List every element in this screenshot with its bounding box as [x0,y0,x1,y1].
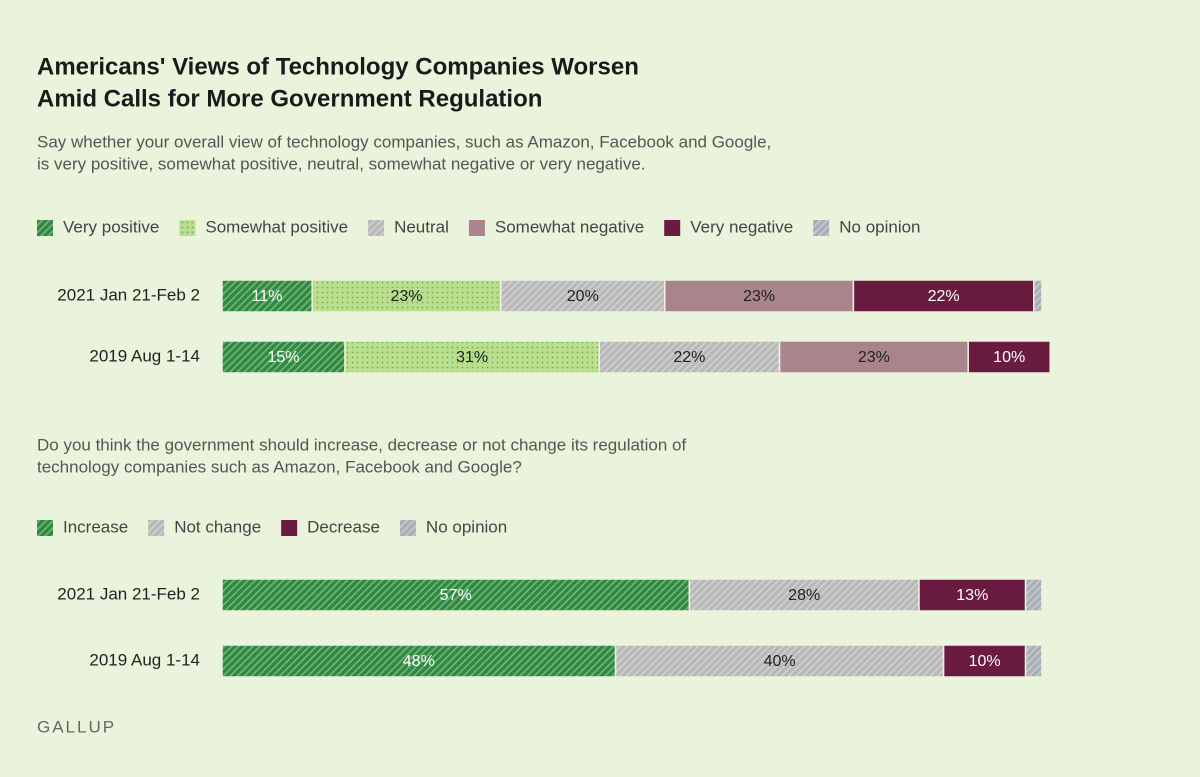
legend-label: No opinion [839,217,920,236]
value-label: 11% [252,288,283,305]
category-label: 2021 Jan 21-Feb 2 [57,584,200,603]
bar-segment [918,578,1027,612]
bar-segment [1024,578,1043,612]
bar-segment [942,644,1027,678]
value-label: 22% [928,288,960,305]
subtitle: technology companies such as Amazon, Fac… [37,457,522,476]
bar-segment [221,279,313,313]
bar-segment [1033,279,1043,313]
category-label: 2021 Jan 21-Feb 2 [57,285,200,304]
bar-segment [221,340,346,374]
bar-segment [344,340,600,374]
legend-label: Somewhat negative [495,217,644,236]
value-label: 23% [390,288,422,305]
bar-segment [688,578,920,612]
value-label: 48% [403,653,435,670]
bar-segment [500,279,666,313]
value-label: 15% [267,349,299,366]
chart-title: Amid Calls for More Government Regulatio… [37,85,542,112]
bar-segment [1024,644,1043,678]
bar-segment [967,340,1051,374]
value-label: 28% [788,587,820,604]
subtitle: Do you think the government should incre… [37,435,687,454]
value-label: 22% [673,349,705,366]
legend-swatch [148,520,165,536]
value-label: 10% [993,349,1025,366]
legend-swatch [399,520,416,536]
legend-label: Very positive [63,217,159,236]
legend-swatch [813,220,830,236]
legend-swatch [37,220,53,236]
legend-swatch [37,520,53,536]
source: GALLUP [37,717,116,736]
legend-label: Somewhat positive [205,217,348,236]
bar-segment [852,279,1035,313]
value-label: 10% [969,653,1001,670]
value-label: 40% [764,653,796,670]
legend-swatch [179,220,196,236]
legend-label: Neutral [394,217,449,236]
legend-swatch [368,220,385,236]
bar-segment [221,644,617,678]
subtitle: Say whether your overall view of technol… [37,132,771,151]
value-label: 31% [456,349,488,366]
legend-label: Not change [174,517,261,536]
subtitle: is very positive, somewhat positive, neu… [37,154,646,173]
value-label: 20% [567,288,599,305]
value-label: 57% [440,587,472,604]
legend-swatch [664,220,681,236]
legend-label: No opinion [426,517,507,536]
legend-label: Decrease [307,517,380,536]
legend-label: Very negative [690,217,793,236]
bar-segment [311,279,502,313]
bar-segment [598,340,781,374]
bar-segment [778,340,969,374]
chart-title: Americans' Views of Technology Companies… [37,53,639,80]
value-label: 13% [956,587,988,604]
legend-swatch [281,520,298,536]
value-label: 23% [858,349,890,366]
category-label: 2019 Aug 1-14 [89,346,200,365]
category-label: 2019 Aug 1-14 [89,650,200,669]
legend-label: Increase [63,517,128,536]
value-label: 23% [743,288,775,305]
legend-swatch [468,220,485,236]
